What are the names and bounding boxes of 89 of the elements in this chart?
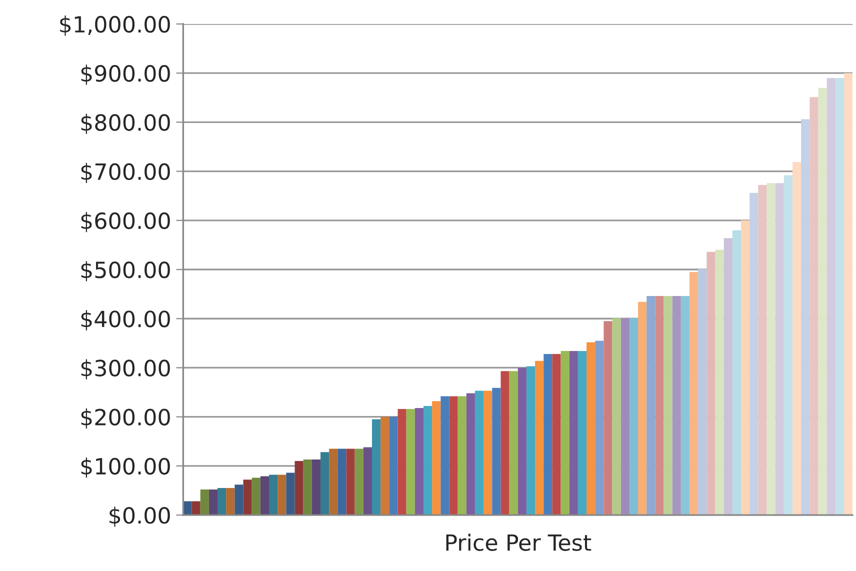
bar — [569, 351, 578, 516]
bar — [655, 296, 664, 516]
bar — [432, 401, 441, 516]
bar — [818, 88, 827, 516]
y-tick-label: $200.00 — [81, 408, 170, 429]
y-tick-label: $300.00 — [81, 359, 170, 380]
bar — [518, 368, 526, 516]
bar — [544, 354, 552, 516]
y-tick-label: $0.00 — [110, 506, 170, 527]
y-tick-label: $800.00 — [81, 114, 170, 134]
bar — [338, 448, 346, 516]
bar — [766, 183, 776, 516]
bar — [638, 302, 647, 516]
bar — [208, 490, 218, 516]
bar — [372, 419, 381, 516]
bar — [260, 476, 270, 516]
bar — [664, 296, 672, 516]
bar — [826, 78, 836, 516]
bar — [423, 406, 432, 516]
bar — [586, 342, 596, 516]
bar — [535, 360, 544, 516]
bar — [320, 452, 330, 516]
bar — [389, 416, 398, 516]
bar — [595, 340, 604, 516]
bar — [192, 501, 200, 516]
bar — [303, 460, 312, 516]
bar — [449, 396, 458, 516]
y-tick-label: $600.00 — [81, 212, 170, 232]
bar — [509, 371, 518, 516]
bar — [492, 388, 501, 516]
bar — [844, 73, 853, 516]
x-axis-title: Price Per Test — [446, 534, 592, 551]
bar — [226, 488, 235, 516]
bar — [243, 480, 252, 516]
bar — [578, 351, 587, 516]
bar — [715, 250, 724, 516]
bar — [672, 296, 681, 516]
bar — [560, 351, 570, 516]
bar — [458, 396, 466, 516]
bar — [398, 408, 406, 516]
bar — [286, 472, 295, 516]
y-tick-label: $700.00 — [81, 162, 170, 184]
bar — [835, 78, 844, 516]
y-tick-label: $100.00 — [81, 457, 170, 478]
bar — [484, 390, 492, 516]
y-tick-label: $400.00 — [81, 310, 170, 330]
bar — [792, 162, 802, 516]
bar — [414, 408, 424, 516]
bar — [775, 183, 784, 516]
bar — [784, 175, 792, 516]
bar — [200, 490, 209, 516]
bar — [552, 354, 561, 516]
bar — [612, 318, 621, 516]
bar — [801, 119, 810, 516]
bar — [706, 252, 716, 516]
bar — [629, 318, 638, 516]
bar — [750, 192, 758, 516]
bar — [810, 97, 818, 516]
bar — [526, 366, 536, 516]
bar — [406, 408, 415, 516]
y-tick-label: $500.00 — [81, 261, 170, 282]
bar — [278, 474, 286, 516]
bar — [346, 448, 355, 516]
bar — [680, 296, 690, 516]
bar — [620, 318, 630, 516]
bar — [252, 478, 260, 516]
bar — [218, 488, 226, 516]
bar — [724, 238, 732, 516]
bar — [698, 269, 707, 516]
bar — [500, 371, 510, 516]
bar — [234, 484, 244, 516]
bar — [440, 396, 450, 516]
bar — [329, 448, 338, 516]
bar — [646, 296, 656, 516]
bar — [466, 393, 475, 516]
y-tick-label: $900.00 — [81, 64, 170, 85]
bar — [604, 321, 612, 516]
bar — [732, 230, 742, 516]
bar — [380, 416, 390, 516]
bar — [363, 447, 372, 516]
y-tick-label: $1,000.00 — [60, 16, 170, 36]
bar — [758, 185, 767, 516]
bar — [474, 390, 484, 516]
bar — [741, 220, 750, 516]
bar — [294, 461, 304, 516]
bar — [354, 448, 364, 516]
bar — [312, 460, 320, 516]
bar — [269, 474, 278, 516]
bar — [690, 272, 698, 516]
